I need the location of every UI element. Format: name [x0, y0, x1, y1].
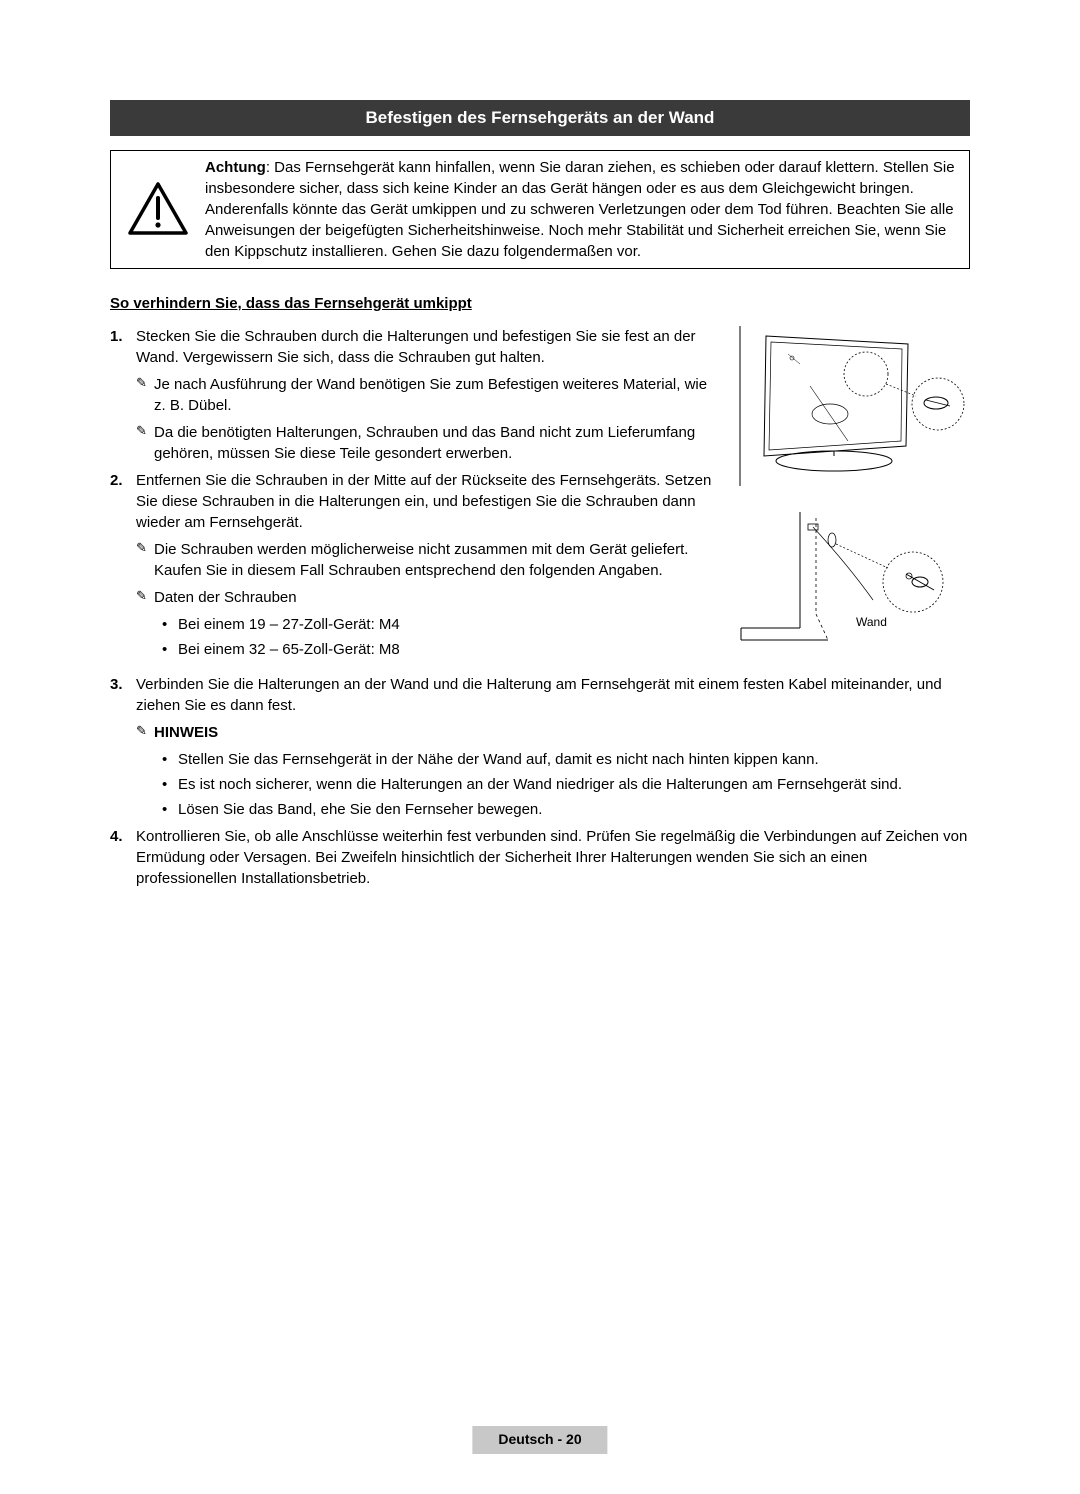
wand-label-svg: Wand: [856, 615, 887, 629]
page-footer: Deutsch - 20: [472, 1426, 607, 1454]
bullet-dot: •: [162, 614, 178, 635]
step-1-note-1: ✎ Je nach Ausführung der Wand benötigen …: [136, 374, 718, 416]
bullet-dot: •: [162, 639, 178, 660]
caution-text: Achtung: Das Fernsehgerät kann hinfallen…: [195, 157, 959, 262]
bullet-text: Es ist noch sicherer, wenn die Halterung…: [178, 774, 970, 795]
step-number: 4.: [110, 826, 136, 889]
caution-box: Achtung: Das Fernsehgerät kann hinfallen…: [110, 150, 970, 269]
tv-diagram-top: [738, 326, 970, 492]
note-icon: ✎: [136, 722, 154, 743]
subsection-title: So verhindern Sie, dass das Fernsehgerät…: [110, 293, 970, 314]
step-3-hinweis: ✎ HINWEIS: [136, 722, 970, 743]
note-icon: ✎: [136, 422, 154, 464]
bullet-text: Bei einem 32 – 65-Zoll-Gerät: M8: [178, 639, 718, 660]
step-2-bullet-2: • Bei einem 32 – 65-Zoll-Gerät: M8: [162, 639, 718, 660]
step-2-note-2: ✎ Daten der Schrauben: [136, 587, 718, 608]
bullet-dot: •: [162, 774, 178, 795]
tv-diagram-bottom: Wand: [738, 510, 970, 656]
step-2-bullet-1: • Bei einem 19 – 27-Zoll-Gerät: M4: [162, 614, 718, 635]
note-icon: ✎: [136, 539, 154, 581]
note-icon: ✎: [136, 374, 154, 416]
step-number: 1.: [110, 326, 136, 368]
caution-body: : Das Fernsehgerät kann hinfallen, wenn …: [205, 159, 955, 260]
step-2: 2. Entfernen Sie die Schrauben in der Mi…: [110, 470, 718, 533]
step-text: Stecken Sie die Schrauben durch die Halt…: [136, 326, 718, 368]
bullet-text: Lösen Sie das Band, ehe Sie den Fernsehe…: [178, 799, 970, 820]
step-number: 3.: [110, 674, 136, 716]
step-3-bullet-3: • Lösen Sie das Band, ehe Sie den Fernse…: [162, 799, 970, 820]
bullet-text: Bei einem 19 – 27-Zoll-Gerät: M4: [178, 614, 718, 635]
note-text: Je nach Ausführung der Wand benötigen Si…: [154, 374, 718, 416]
bullet-dot: •: [162, 749, 178, 770]
note-text: Daten der Schrauben: [154, 587, 718, 608]
step-1: 1. Stecken Sie die Schrauben durch die H…: [110, 326, 718, 368]
note-icon: ✎: [136, 587, 154, 608]
hinweis-label: HINWEIS: [154, 722, 970, 743]
step-3-bullet-2: • Es ist noch sicherer, wenn die Halteru…: [162, 774, 970, 795]
step-3-bullet-1: • Stellen Sie das Fernsehgerät in der Nä…: [162, 749, 970, 770]
step-text: Entfernen Sie die Schrauben in der Mitte…: [136, 470, 718, 533]
step-3: 3. Verbinden Sie die Halterungen an der …: [110, 674, 970, 716]
step-number: 2.: [110, 470, 136, 533]
warning-icon: [121, 157, 195, 262]
step-3-wrap: 3. Verbinden Sie die Halterungen an der …: [110, 674, 970, 820]
section-title: Befestigen des Fernsehgeräts an der Wand: [110, 100, 970, 136]
step-2-note-1: ✎ Die Schrauben werden möglicherweise ni…: [136, 539, 718, 581]
content-row: 1. Stecken Sie die Schrauben durch die H…: [110, 326, 970, 674]
note-text: Da die benötigten Halterungen, Schrauben…: [154, 422, 718, 464]
bullet-text: Stellen Sie das Fernsehgerät in der Nähe…: [178, 749, 970, 770]
step-text: Kontrollieren Sie, ob alle Anschlüsse we…: [136, 826, 970, 889]
step-1-note-2: ✎ Da die benötigten Halterungen, Schraub…: [136, 422, 718, 464]
content-left: 1. Stecken Sie die Schrauben durch die H…: [110, 326, 738, 674]
step-text: Verbinden Sie die Halterungen an der Wan…: [136, 674, 970, 716]
diagram-column: Wand: [738, 326, 970, 674]
note-text: Die Schrauben werden möglicherweise nich…: [154, 539, 718, 581]
step-4: 4. Kontrollieren Sie, ob alle Anschlüsse…: [110, 826, 970, 889]
caution-label: Achtung: [205, 159, 266, 176]
bullet-dot: •: [162, 799, 178, 820]
